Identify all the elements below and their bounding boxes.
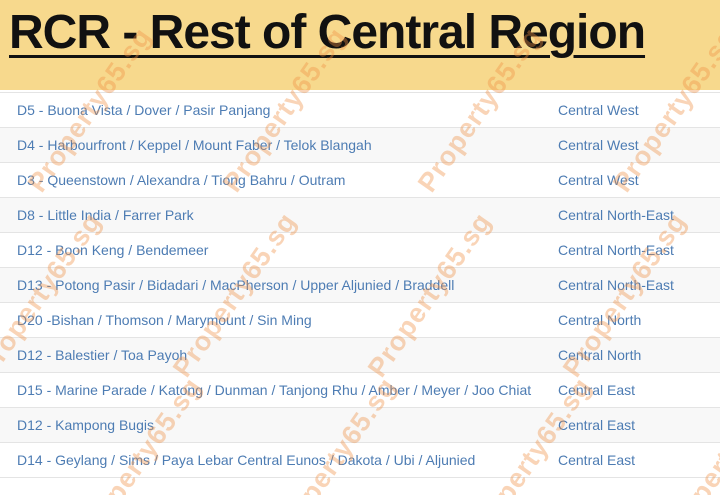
district-link[interactable]: D13 - Potong Pasir / Bidadari / MacPhers… <box>17 277 455 293</box>
table-row: D8 - Little India / Farrer Park Central N… <box>0 197 720 232</box>
district-link[interactable]: D12 - Kampong Bugis <box>17 417 154 433</box>
table-row: D12 - Kampong Bugis Central East <box>0 407 720 442</box>
page-title: RCR - Rest of Central Region <box>9 6 646 59</box>
region-link[interactable]: Central North <box>558 347 642 363</box>
region-link[interactable]: Central West <box>558 137 639 153</box>
district-link[interactable]: D5 - Buona Vista / Dover / Pasir Panjang <box>17 102 271 118</box>
region-link[interactable]: Central North-East <box>558 242 674 258</box>
district-link[interactable]: D4 - Harbourfront / Keppel / Mount Faber… <box>17 137 372 153</box>
district-link[interactable]: D8 - Little India / Farrer Park <box>17 207 194 223</box>
table-row: D12 - Boon Keng / Bendemeer Central North… <box>0 232 720 267</box>
region-link[interactable]: Central North-East <box>558 207 674 223</box>
table-row: D13 - Potong Pasir / Bidadari / MacPhers… <box>0 267 720 302</box>
header-banner: RCR - Rest of Central Region <box>0 0 720 90</box>
district-table-body: D5 - Buona Vista / Dover / Pasir Panjang… <box>0 92 720 478</box>
region-link[interactable]: Central West <box>558 172 639 188</box>
table-row: D5 - Buona Vista / Dover / Pasir Panjang… <box>0 92 720 127</box>
region-link[interactable]: Central East <box>558 382 636 398</box>
district-link[interactable]: D20 -Bishan / Thomson / Marymount / Sin … <box>17 312 312 328</box>
region-link[interactable]: Central North-East <box>558 277 674 293</box>
region-link[interactable]: Central East <box>558 417 636 433</box>
table-row: D14 - Geylang / Sims / Paya Lebar Centra… <box>0 442 720 477</box>
region-link[interactable]: Central West <box>558 102 639 118</box>
region-link[interactable]: Central North <box>558 312 642 328</box>
district-link[interactable]: D12 - Balestier / Toa Payoh <box>17 347 188 363</box>
table-row: D20 -Bishan / Thomson / Marymount / Sin … <box>0 302 720 337</box>
table-row: D3 - Queenstown / Alexandra / Tiong Bahr… <box>0 162 720 197</box>
table-row: D15 - Marine Parade / Katong / Dunman / … <box>0 372 720 407</box>
district-link[interactable]: D14 - Geylang / Sims / Paya Lebar Centra… <box>17 452 476 468</box>
district-link[interactable]: D3 - Queenstown / Alexandra / Tiong Bahr… <box>17 172 346 188</box>
table-row: D12 - Balestier / Toa Payoh Central North <box>0 337 720 372</box>
district-link[interactable]: D15 - Marine Parade / Katong / Dunman / … <box>17 382 532 398</box>
district-link[interactable]: D12 - Boon Keng / Bendemeer <box>17 242 209 258</box>
table-row: D4 - Harbourfront / Keppel / Mount Faber… <box>0 127 720 162</box>
region-link[interactable]: Central East <box>558 452 636 468</box>
